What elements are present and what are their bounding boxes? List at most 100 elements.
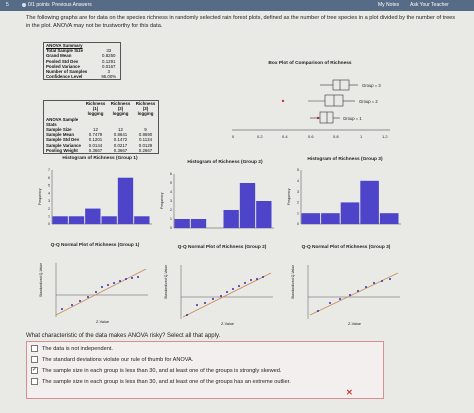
svg-text:0: 0 [232,134,235,139]
y-tick-label: 4 [48,191,50,195]
svg-text:Standardized Q-Value: Standardized Q-Value [39,263,43,297]
histogram-title-3: Histogram of Richness (Group 3) [307,157,383,162]
histogram-bar [101,216,117,224]
qq-title-3: Q-Q Normal Plot of Richness (Group 3) [301,245,391,250]
checkbox-checked[interactable] [31,366,38,374]
y-tick-label: 4 [297,179,299,183]
y-tick-label: 3 [170,199,172,203]
table-row: Sample Variance 0.0144 0.0217 0.0129 [46,142,153,148]
previous-answers-link[interactable]: Previous Answers [52,2,92,8]
y-tick-label: 5 [170,181,172,185]
histogram-bar [321,213,340,224]
boxplot-chart: Group = 3 Group = 2 Group = 1 0 0.2 0.4 … [232,79,390,139]
table-row: Sample Size 12 12 9 [46,127,147,133]
histogram-bar [174,219,190,228]
histogram-bar [256,201,272,228]
ask-teacher-link[interactable]: Ask Your Teacher [410,2,449,8]
histogram-title-2: Histogram of Richness (Group 2) [187,160,263,165]
y-tick-label: 7 [48,168,50,172]
table-row: Grand Mean 0.8250 [46,53,116,59]
table-row: Sample Std Dev 0.1201 0.1472 0.1134 [46,137,153,143]
histogram-group-2: 0 1 2 3 4 5 6 Frequency [160,172,274,230]
svg-text:0.2: 0.2 [257,134,263,139]
table-row: Sample Mean 0.7479 0.8641 0.8690 [46,132,153,138]
svg-text:0.6: 0.6 [308,134,314,139]
y-tick-label: 1 [48,214,50,218]
incorrect-mark-icon: ✕ [346,388,353,397]
my-notes-link[interactable]: My Notes [378,2,400,8]
histogram-bar [301,213,321,224]
y-tick-label: 3 [48,199,50,203]
y-axis-label: Frequency [287,188,291,205]
histogram-bar [360,180,379,224]
table-row: Pooled Std Dev 0.1291 [46,58,116,64]
qq-title-2: Q-Q Normal Plot of Richness (Group 2) [177,245,267,250]
histogram-bar [223,210,239,228]
svg-text:Z-Value: Z-Value [221,322,234,326]
histogram-bar [68,216,85,224]
y-tick-label: 4 [170,190,172,194]
histogram-bar [85,208,101,224]
boxplot-group-1: Group = 1 [310,111,362,124]
column-header: Richness (2) logging [110,101,131,117]
y-tick-label: 0 [297,222,299,226]
question-text: What characteristic of the data makes AN… [26,333,221,339]
histogram-bar [117,177,134,224]
answer-option-2[interactable]: The standard deviations violate our rule… [31,356,193,363]
answer-options: The data is not independent. The standar… [26,341,384,399]
group-label: Group = 3 [362,83,381,88]
y-tick-label: 2 [297,201,299,205]
qq-plot-group-1: Standardized Q-Value Z-Value [39,263,148,324]
table-row: Pooled Variance 0.0167 [46,63,116,69]
y-tick-label: 2 [48,207,50,211]
y-tick-label: 1 [170,217,172,221]
table-row: Number of Samples 3 [46,69,110,75]
y-tick-label: 5 [48,184,50,188]
anova-summary-title: ANOVA Summary [46,43,83,48]
svg-text:0.4: 0.4 [282,134,288,139]
question-number: 5 [6,2,9,8]
checkbox[interactable] [31,378,38,385]
histogram-bar [52,216,68,224]
answer-option-3[interactable]: The sample size in each group is less th… [31,366,281,374]
y-tick-label: 0 [48,222,50,226]
table-row: ANOVA Sample Stats [46,116,79,127]
question-intro-text: The following graphs are for data on the… [26,15,456,29]
y-axis-label: Frequency [160,192,164,209]
svg-text:Standardized Q-Value: Standardized Q-Value [291,265,295,299]
histogram-bar [340,202,360,224]
anova-summary-table: ANOVA Summary Total Sample Size 33 Grand … [43,42,121,81]
qq-plot-group-2: Standardized Q-Value Z-Value [164,265,273,326]
boxplot-group-3: Group = 3 [320,79,381,91]
boxplot-title: Box Plot of Comparison of Richness [268,61,352,66]
histogram-group-3: 0 1 2 3 4 5 Frequency [287,168,401,226]
y-axis-label: Frequency [38,188,42,205]
svg-text:1: 1 [360,134,363,139]
svg-text:Standardized Q-Value: Standardized Q-Value [164,265,168,299]
checkbox[interactable] [31,345,38,352]
points-label: 0/1 points [22,0,50,11]
qq-plot-group-3: Standardized Q-Value Z-Value [291,265,400,326]
histogram-group-1: 0 1 2 3 4 5 6 7 Frequency [38,168,152,226]
y-tick-label: 3 [297,190,299,194]
group-label: Group = 2 [359,99,378,104]
answer-option-1[interactable]: The data is not independent. [31,345,113,352]
status-dot-icon [22,2,26,7]
histogram-bar [134,216,150,224]
qq-title-1: Q-Q Normal Plot of Richness (Group 1) [50,243,140,248]
histogram-bar [379,213,399,224]
column-header: Richness (3) logging [135,101,156,117]
table-row: Pooling Weight 0.3667 0.3667 0.2667 [46,147,153,153]
svg-text:1.2: 1.2 [382,134,388,139]
svg-text:Z-Value: Z-Value [96,320,109,324]
y-tick-label: 1 [297,211,299,215]
answer-option-4[interactable]: The sample size in each group is less th… [31,378,291,385]
histogram-title-1: Histogram of Richness (Group 1) [62,156,138,161]
boxplot-group-2: Group = 2 [281,94,378,107]
table-row: Total Sample Size 33 [46,48,112,54]
checkbox[interactable] [31,356,38,363]
histogram-bar [239,183,256,228]
svg-text:Z-Value: Z-Value [348,322,361,326]
y-tick-label: 0 [170,226,172,230]
